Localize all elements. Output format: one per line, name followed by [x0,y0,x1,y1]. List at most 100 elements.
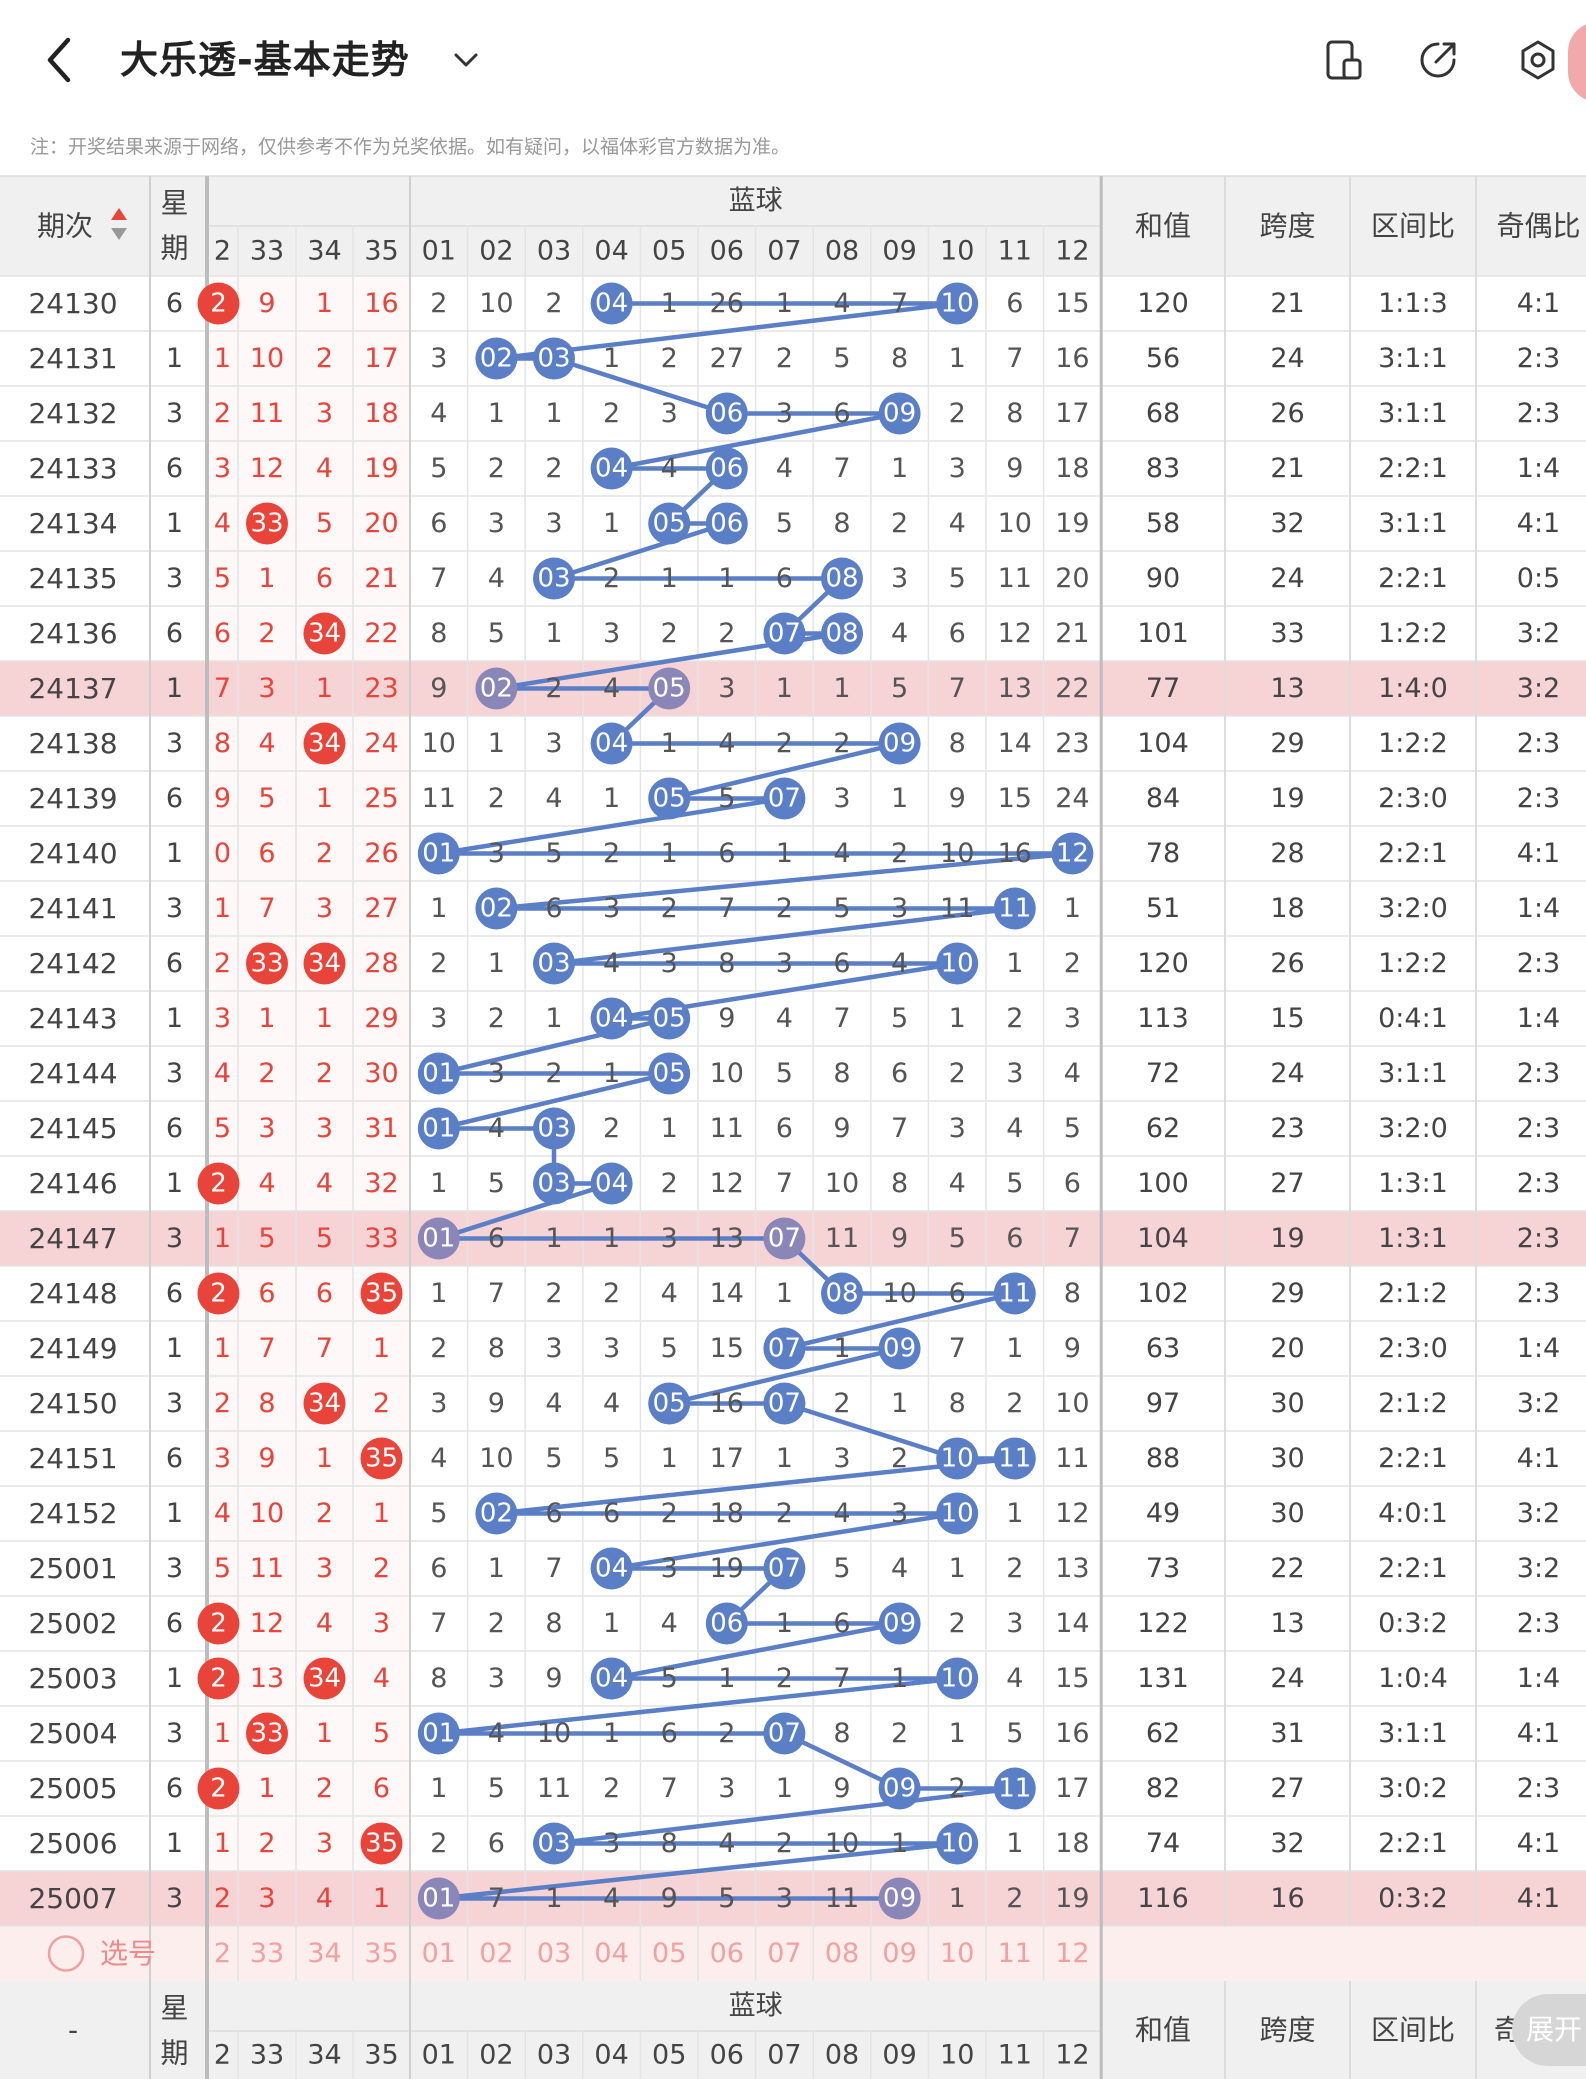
blue-ball[interactable] [705,447,748,490]
blue-ball[interactable] [763,1712,806,1755]
blue-ball[interactable] [1051,832,1094,875]
blue-ball[interactable] [590,722,633,765]
blue-ball[interactable] [936,1492,979,1535]
blue-ball[interactable] [590,447,633,490]
red-ball[interactable] [303,1657,346,1700]
blue-ball[interactable] [821,557,863,600]
blue-ball-number: 08 [825,564,858,594]
red-ball[interactable] [246,502,288,545]
blue-ball[interactable] [878,1767,921,1810]
select-radio-icon[interactable] [47,1935,85,1972]
red-ball[interactable] [197,1767,240,1810]
blue-miss-value: 3 [603,1828,620,1859]
blue-ball[interactable] [533,1822,575,1865]
blue-ball[interactable] [821,1272,863,1315]
blue-ball[interactable] [763,777,806,820]
blue-ball[interactable] [993,1767,1036,1810]
red-ball[interactable] [303,942,346,985]
red-ball[interactable] [246,942,288,985]
stat-value: 88 [1146,1443,1180,1474]
blue-ball[interactable] [936,942,979,985]
blue-ball[interactable] [705,1602,748,1645]
red-ball[interactable] [360,1822,403,1865]
blue-ball[interactable] [533,1107,575,1150]
blue-ball[interactable] [533,1162,575,1205]
back-arrow-icon[interactable] [40,30,80,90]
blue-ball[interactable] [590,1162,633,1205]
blue-ball[interactable] [993,1272,1036,1315]
blue-miss-value: 8 [488,1333,505,1364]
blue-ball[interactable] [821,612,863,655]
red-ball[interactable] [303,612,346,655]
red-ball[interactable] [197,1602,240,1645]
blue-ball[interactable] [417,1877,460,1920]
red-ball[interactable] [197,1272,240,1315]
blue-ball[interactable] [878,1602,921,1645]
blue-ball[interactable] [648,1052,691,1095]
blue-ball[interactable] [590,282,633,325]
blue-ball[interactable] [878,1327,921,1370]
blue-ball[interactable] [590,997,633,1040]
blue-miss-value: 7 [891,1113,908,1144]
blue-ball[interactable] [590,1657,633,1700]
red-ball[interactable] [197,282,240,325]
blue-ball[interactable] [475,667,518,710]
blue-ball[interactable] [763,612,806,655]
red-ball[interactable] [360,1437,403,1480]
issue-number: 24137 [28,672,117,705]
avatar[interactable] [1568,22,1586,102]
red-zone-cell [207,441,410,496]
blue-ball[interactable] [936,1657,979,1700]
red-ball[interactable] [197,1657,240,1700]
blue-ball[interactable] [533,942,575,985]
blue-ball[interactable] [417,1712,460,1755]
blue-ball[interactable] [533,337,575,380]
blue-ball[interactable] [475,337,518,380]
device-switch-icon[interactable] [1322,38,1366,82]
blue-ball[interactable] [763,1382,806,1425]
settings-gear-icon[interactable] [1516,38,1560,82]
blue-ball[interactable] [417,1107,460,1150]
blue-miss-value: 3 [718,1773,735,1804]
blue-ball[interactable] [417,1052,460,1095]
red-ball[interactable] [197,1162,240,1205]
blue-ball[interactable] [648,667,691,710]
blue-ball[interactable] [533,557,575,600]
blue-ball[interactable] [936,1437,979,1480]
blue-ball[interactable] [878,722,921,765]
blue-ball[interactable] [936,1822,979,1865]
red-miss-value: 5 [214,563,231,594]
blue-ball[interactable] [763,1327,806,1370]
blue-ball[interactable] [648,777,691,820]
blue-ball[interactable] [878,1877,921,1920]
blue-ball[interactable] [648,1382,691,1425]
blue-ball[interactable] [993,887,1036,930]
blue-ball[interactable] [475,887,518,930]
blue-ball[interactable] [590,1547,633,1590]
share-icon[interactable] [1416,38,1460,82]
red-ball[interactable] [246,1712,288,1755]
blue-ball[interactable] [648,502,691,545]
red-ball[interactable] [360,1272,403,1315]
blue-miss-value: 7 [488,1278,505,1309]
blue-ball[interactable] [705,502,748,545]
blue-ball[interactable] [763,1547,806,1590]
blue-ball[interactable] [648,997,691,1040]
stat-value: 1:1:3 [1378,288,1448,319]
sort-desc-icon[interactable] [111,228,127,240]
blue-ball[interactable] [993,1437,1036,1480]
blue-ball[interactable] [417,1217,460,1260]
blue-ball[interactable] [878,392,921,435]
expand-button[interactable]: 展开 [1512,1994,1586,2066]
red-ball[interactable] [303,1382,346,1425]
blue-ball[interactable] [417,832,460,875]
stat-value: 63 [1146,1333,1180,1364]
chevron-down-icon[interactable] [448,42,484,78]
page-title[interactable]: 大乐透-基本走势 [120,38,410,82]
sort-asc-icon[interactable] [111,208,127,220]
blue-ball[interactable] [763,1217,806,1260]
red-ball[interactable] [303,722,346,765]
blue-ball[interactable] [936,282,979,325]
blue-ball[interactable] [705,392,748,435]
blue-ball[interactable] [475,1492,518,1535]
